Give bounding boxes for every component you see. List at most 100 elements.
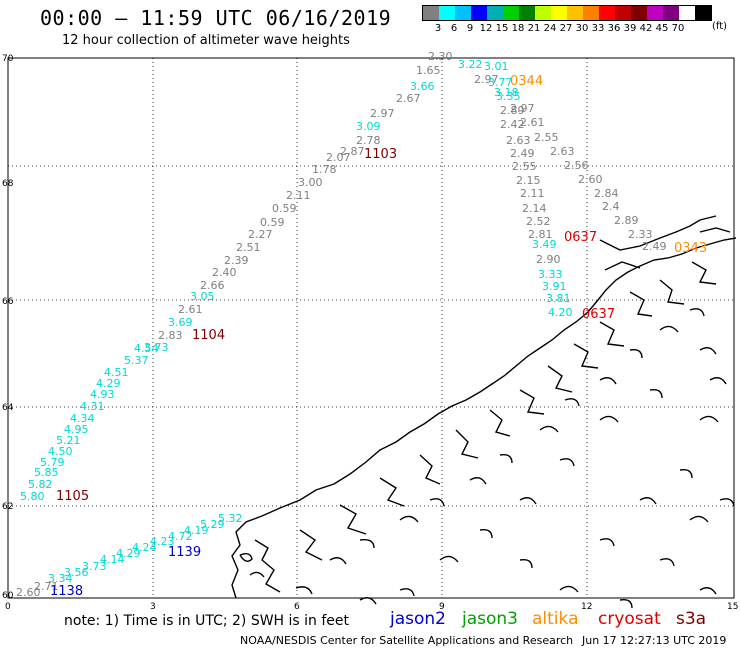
legend-label: 42 — [639, 23, 653, 34]
swh-value-label: 1.65 — [416, 64, 441, 77]
legend-swatch — [439, 6, 455, 20]
swh-value-label: 2.55 — [512, 160, 537, 173]
swh-value-label: 2.66 — [200, 279, 225, 292]
swh-value-label: 2.81 — [528, 228, 553, 241]
swh-value-label: 2.97 — [510, 102, 535, 115]
swh-value-label: 3.69 — [168, 316, 193, 329]
swh-value-label: 2.89 — [614, 214, 639, 227]
swh-value-label: 4.72 — [168, 530, 193, 543]
lat-label-66: 66 — [2, 297, 14, 307]
swh-value-label: 2.14 — [522, 202, 547, 215]
swh-value-label: 3.49 — [532, 238, 557, 251]
swh-value-label: 3.34 — [48, 572, 73, 585]
credit-text: NOAA/NESDIS Center for Satellite Applica… — [240, 634, 574, 647]
swh-value-label: 4.23 — [150, 535, 175, 548]
pass-time-label: 1105 — [56, 489, 89, 504]
swh-value-label: 2.40 — [212, 266, 237, 279]
legend-label: 30 — [575, 23, 589, 34]
swh-value-label: 3.22 — [458, 58, 483, 71]
map-subtitle: 12 hour collection of altimeter wave hei… — [62, 33, 350, 48]
map-title: 00:00 – 11:59 UTC 06/16/2019 — [40, 6, 392, 30]
swh-value-label: 2.97 — [370, 107, 395, 120]
pass-time-label: 1139 — [168, 545, 201, 560]
swh-value-label: 2.84 — [594, 187, 619, 200]
color-scale-legend: 3 6 9 12 15 18 21 24 27 30 33 36 39 42 45 70 — [422, 5, 712, 34]
legend-label: 9 — [466, 23, 474, 34]
pass-time-label: 1138 — [50, 584, 83, 599]
legend-label: 27 — [559, 23, 573, 34]
swh-value-label: 3.91 — [542, 280, 567, 293]
swh-value-label: 2.49 — [510, 147, 535, 160]
legend-label: 36 — [607, 23, 621, 34]
legend-swatch — [695, 6, 711, 20]
legend-swatch — [471, 6, 487, 20]
legend-swatch — [551, 6, 567, 20]
swh-value-label: 2.15 — [516, 174, 541, 187]
satellite-jason3: jason3 — [462, 609, 518, 629]
swh-value-label: 4.29 — [116, 547, 141, 560]
legend-swatch — [503, 6, 519, 20]
swh-value-label: 4.31 — [80, 400, 105, 413]
legend-label: 33 — [591, 23, 605, 34]
pass-time-label: 0344 — [510, 74, 543, 89]
pass-time-label: 1104 — [192, 328, 225, 343]
legend-label: 3 — [434, 23, 442, 34]
swh-value-label: 3.33 — [538, 268, 563, 281]
legend-swatch — [535, 6, 551, 20]
legend-swatch — [487, 6, 503, 20]
swh-value-label: 2.07 — [326, 151, 351, 164]
legend-swatch — [647, 6, 663, 20]
note-text: note: 1) Time is in UTC; 2) SWH is in fe… — [64, 613, 350, 629]
lon-label-12: 12 — [581, 602, 592, 612]
swh-value-label: 2.89 — [500, 104, 525, 117]
swh-value-label: 2.78 — [356, 134, 381, 147]
swh-value-label: 2.27 — [248, 228, 273, 241]
coastline — [231, 215, 737, 609]
legend-swatch — [663, 6, 679, 20]
swh-value-label: 4.14 — [100, 553, 125, 566]
swh-value-label: 2.56 — [564, 159, 589, 172]
swh-value-label: 5.21 — [56, 434, 81, 447]
legend-swatch — [455, 6, 471, 20]
legend-swatch — [567, 6, 583, 20]
swh-value-label: 3.66 — [410, 80, 435, 93]
lon-label-15: 15 — [727, 602, 738, 612]
swh-value-label: 4.24 — [132, 541, 157, 554]
satellite-jason2: jason2 — [390, 609, 446, 629]
legend-swatch — [519, 6, 535, 20]
swh-value-label: 5.82 — [28, 478, 53, 491]
swh-value-label: 3.01 — [484, 60, 509, 73]
swh-value-label: 0.59 — [272, 202, 297, 215]
swh-value-label: 3.09 — [356, 120, 381, 133]
legend-label: 15 — [495, 23, 509, 34]
pass-time-label: 0637 — [582, 307, 615, 322]
swh-value-label: 2.83 — [158, 329, 183, 342]
swh-value-label: 2.67 — [396, 92, 421, 105]
swh-value-label: 2.60 — [16, 586, 41, 599]
legend-label: 39 — [623, 23, 637, 34]
swh-value-label: 2.11 — [286, 189, 311, 202]
generated-timestamp: Jun 17 12:27:13 UTC 2019 — [582, 634, 727, 647]
legend-label: 24 — [543, 23, 557, 34]
legend-swatch — [583, 6, 599, 20]
pass-time-label: 1103 — [364, 147, 397, 162]
swh-value-label: 5.37 — [124, 354, 149, 367]
swh-value-label: 2.60 — [578, 173, 603, 186]
swh-value-label: 2.49 — [642, 240, 667, 253]
lon-label-6: 6 — [294, 602, 300, 612]
swh-value-label: 2.97 — [474, 73, 499, 86]
satellite-cryosat: cryosat — [598, 609, 661, 629]
swh-value-label: 3.18 — [494, 86, 519, 99]
swh-value-label: 2.63 — [550, 145, 575, 158]
satellite-s3a: s3a — [676, 609, 707, 629]
swh-value-label: 3.00 — [298, 176, 323, 189]
lat-label-62: 62 — [2, 502, 13, 512]
swh-value-label: 5.85 — [34, 466, 59, 479]
legend-label: 12 — [479, 23, 493, 34]
swh-value-label: 4.54 — [134, 342, 159, 355]
legend-label: 21 — [527, 23, 541, 34]
swh-value-label: 2.61 — [520, 116, 545, 129]
legend-unit: (ft) — [712, 21, 728, 32]
swh-value-label: 2.42 — [500, 118, 525, 131]
swh-value-label: 2.63 — [506, 134, 531, 147]
